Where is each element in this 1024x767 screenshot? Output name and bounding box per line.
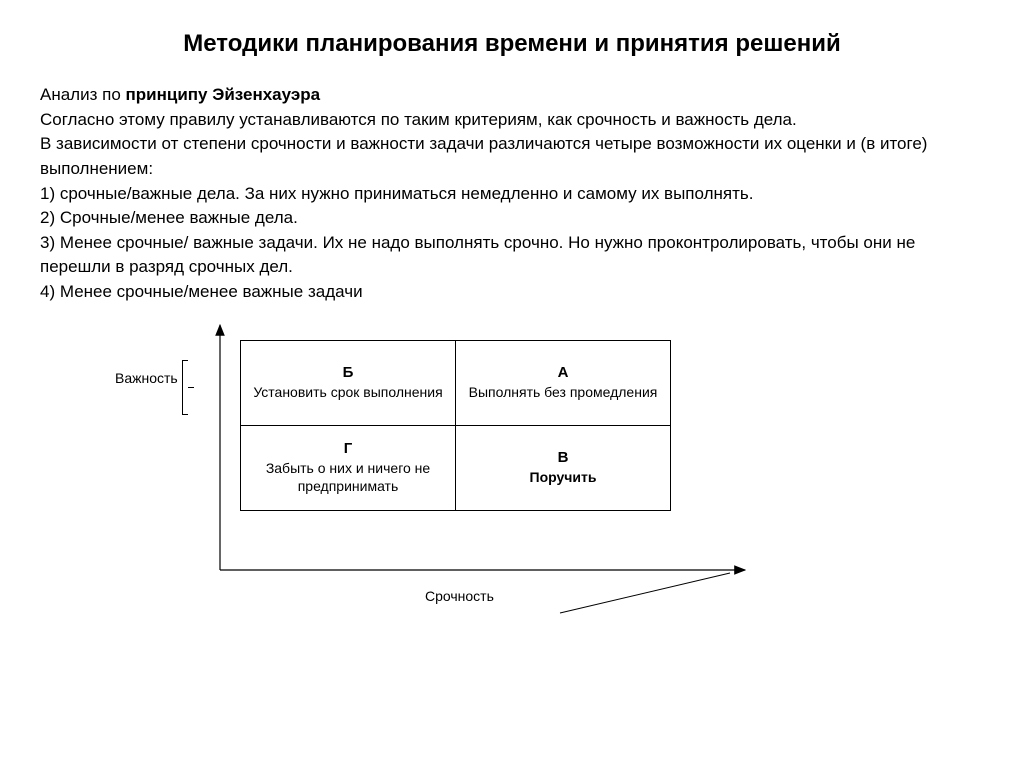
cell-b: Б Установить срок выполнения bbox=[241, 340, 456, 425]
cell-b-letter: Б bbox=[251, 364, 445, 381]
cell-g-letter: Г bbox=[251, 440, 445, 457]
intro-item1: 1) срочные/важные дела. За них нужно при… bbox=[40, 182, 984, 207]
intro-item4: 4) Менее срочные/менее важные задачи bbox=[40, 280, 984, 305]
pointer-line-stroke bbox=[560, 573, 730, 613]
intro-line1-bold: принципу Эйзенхауэра bbox=[126, 85, 321, 104]
cell-v-action: Поручить bbox=[530, 469, 597, 485]
cell-a-action: Выполнять без промедления bbox=[469, 384, 658, 400]
cell-a: А Выполнять без промедления bbox=[456, 340, 671, 425]
intro-item3: 3) Менее срочные/ важные задачи. Их не н… bbox=[40, 231, 984, 280]
cell-b-action: Установить срок выполнения bbox=[253, 384, 442, 400]
intro-line3: В зависимости от степени срочности и важ… bbox=[40, 132, 984, 181]
cell-v-letter: В bbox=[466, 449, 660, 466]
cell-a-letter: А bbox=[466, 364, 660, 381]
cell-g: Г Забыть о них и ничего не предпринимать bbox=[241, 425, 456, 510]
y-axis-bracket bbox=[182, 360, 188, 415]
page-title: Методики планирования времени и принятия… bbox=[40, 30, 984, 58]
x-axis-label: Срочность bbox=[425, 588, 494, 604]
intro-item2: 2) Срочные/менее важные дела. bbox=[40, 206, 984, 231]
intro-text: Анализ по принципу Эйзенхауэра Согласно … bbox=[40, 83, 984, 305]
intro-line1: Анализ по принципу Эйзенхауэра bbox=[40, 83, 984, 108]
cell-v: В Поручить bbox=[456, 425, 671, 510]
pointer-line-svg bbox=[550, 568, 750, 618]
eisenhower-matrix: Б Установить срок выполнения А Выполнять… bbox=[240, 340, 671, 511]
intro-line1-prefix: Анализ по bbox=[40, 85, 126, 104]
cell-g-action: Забыть о них и ничего не предпринимать bbox=[266, 460, 430, 494]
intro-line2: Согласно этому правилу устанавливаются п… bbox=[40, 108, 984, 133]
y-axis-label: Важность bbox=[115, 370, 178, 386]
